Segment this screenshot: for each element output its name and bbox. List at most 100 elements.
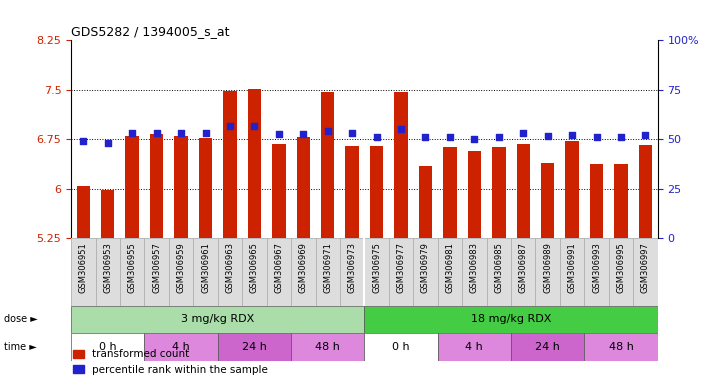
Legend: transformed count, percentile rank within the sample: transformed count, percentile rank withi… bbox=[69, 345, 272, 379]
Bar bbox=[565, 141, 579, 238]
Point bbox=[127, 130, 138, 136]
Bar bbox=[144, 238, 169, 306]
Text: GSM306981: GSM306981 bbox=[445, 242, 454, 293]
Bar bbox=[144, 333, 218, 361]
Bar bbox=[199, 138, 213, 238]
Bar bbox=[291, 238, 316, 306]
Bar bbox=[395, 92, 408, 238]
Text: GSM306957: GSM306957 bbox=[152, 242, 161, 293]
Text: GSM306973: GSM306973 bbox=[348, 242, 357, 293]
Bar bbox=[267, 238, 291, 306]
Text: GSM306987: GSM306987 bbox=[519, 242, 528, 293]
Text: GSM306993: GSM306993 bbox=[592, 242, 601, 293]
Point bbox=[200, 131, 211, 137]
Bar bbox=[584, 333, 658, 361]
Bar bbox=[486, 238, 511, 306]
Bar bbox=[389, 238, 413, 306]
Text: GSM306975: GSM306975 bbox=[372, 242, 381, 293]
Bar bbox=[609, 238, 634, 306]
Bar bbox=[560, 238, 584, 306]
Point bbox=[298, 131, 309, 137]
Bar bbox=[438, 238, 462, 306]
Point bbox=[542, 133, 553, 139]
Point bbox=[444, 134, 456, 141]
Text: GSM306983: GSM306983 bbox=[470, 242, 479, 293]
Text: GSM306979: GSM306979 bbox=[421, 242, 430, 293]
Point bbox=[77, 137, 89, 144]
Text: 24 h: 24 h bbox=[535, 342, 560, 352]
Bar bbox=[247, 89, 261, 238]
Text: dose ►: dose ► bbox=[4, 314, 37, 324]
Bar bbox=[71, 238, 658, 306]
Bar bbox=[638, 145, 652, 238]
Bar bbox=[370, 146, 383, 238]
Point bbox=[615, 134, 626, 141]
Bar bbox=[535, 238, 560, 306]
Text: 0 h: 0 h bbox=[392, 342, 410, 352]
Bar bbox=[438, 333, 511, 361]
Bar bbox=[71, 306, 365, 333]
Bar bbox=[462, 238, 486, 306]
Bar bbox=[541, 162, 555, 238]
Bar bbox=[101, 190, 114, 238]
Text: GDS5282 / 1394005_s_at: GDS5282 / 1394005_s_at bbox=[71, 25, 230, 38]
Point bbox=[493, 134, 505, 141]
Point bbox=[151, 130, 162, 136]
Point bbox=[371, 134, 383, 140]
Bar bbox=[223, 91, 237, 238]
Point bbox=[518, 130, 529, 136]
Bar bbox=[174, 136, 188, 238]
Text: time ►: time ► bbox=[4, 342, 36, 352]
Text: GSM306951: GSM306951 bbox=[79, 242, 88, 293]
Bar bbox=[242, 238, 267, 306]
Bar bbox=[614, 164, 628, 238]
Text: GSM306971: GSM306971 bbox=[324, 242, 332, 293]
Point bbox=[346, 131, 358, 137]
Bar bbox=[584, 238, 609, 306]
Bar bbox=[340, 238, 365, 306]
Bar bbox=[443, 147, 456, 238]
Text: 48 h: 48 h bbox=[609, 342, 634, 352]
Bar bbox=[71, 238, 95, 306]
Text: GSM306959: GSM306959 bbox=[176, 242, 186, 293]
Point bbox=[469, 136, 480, 142]
Bar bbox=[364, 238, 389, 306]
Text: 48 h: 48 h bbox=[315, 342, 340, 352]
Text: 4 h: 4 h bbox=[172, 342, 190, 352]
Point bbox=[224, 123, 235, 129]
Point bbox=[395, 126, 407, 132]
Point bbox=[591, 134, 602, 141]
Point bbox=[249, 123, 260, 129]
Point bbox=[322, 128, 333, 134]
Bar bbox=[364, 306, 658, 333]
Text: GSM306963: GSM306963 bbox=[225, 242, 235, 293]
Bar bbox=[492, 147, 506, 238]
Text: 18 mg/kg RDX: 18 mg/kg RDX bbox=[471, 314, 551, 324]
Text: GSM306997: GSM306997 bbox=[641, 242, 650, 293]
Point bbox=[176, 130, 187, 136]
Text: GSM306985: GSM306985 bbox=[494, 242, 503, 293]
Bar bbox=[413, 238, 438, 306]
Point bbox=[567, 132, 578, 138]
Bar bbox=[316, 238, 340, 306]
Text: GSM306953: GSM306953 bbox=[103, 242, 112, 293]
Bar bbox=[468, 151, 481, 238]
Bar bbox=[511, 238, 535, 306]
Point bbox=[273, 131, 284, 137]
Bar bbox=[125, 136, 139, 238]
Text: GSM306961: GSM306961 bbox=[201, 242, 210, 293]
Bar bbox=[71, 333, 144, 361]
Point bbox=[102, 140, 114, 146]
Bar bbox=[150, 134, 164, 238]
Bar bbox=[218, 333, 291, 361]
Bar bbox=[346, 146, 359, 238]
Bar bbox=[296, 137, 310, 238]
Bar bbox=[272, 144, 286, 238]
Bar bbox=[419, 166, 432, 238]
Text: GSM306989: GSM306989 bbox=[543, 242, 552, 293]
Bar bbox=[218, 238, 242, 306]
Bar bbox=[321, 92, 334, 238]
Point bbox=[419, 134, 431, 141]
Point bbox=[640, 132, 651, 138]
Bar bbox=[516, 144, 530, 238]
